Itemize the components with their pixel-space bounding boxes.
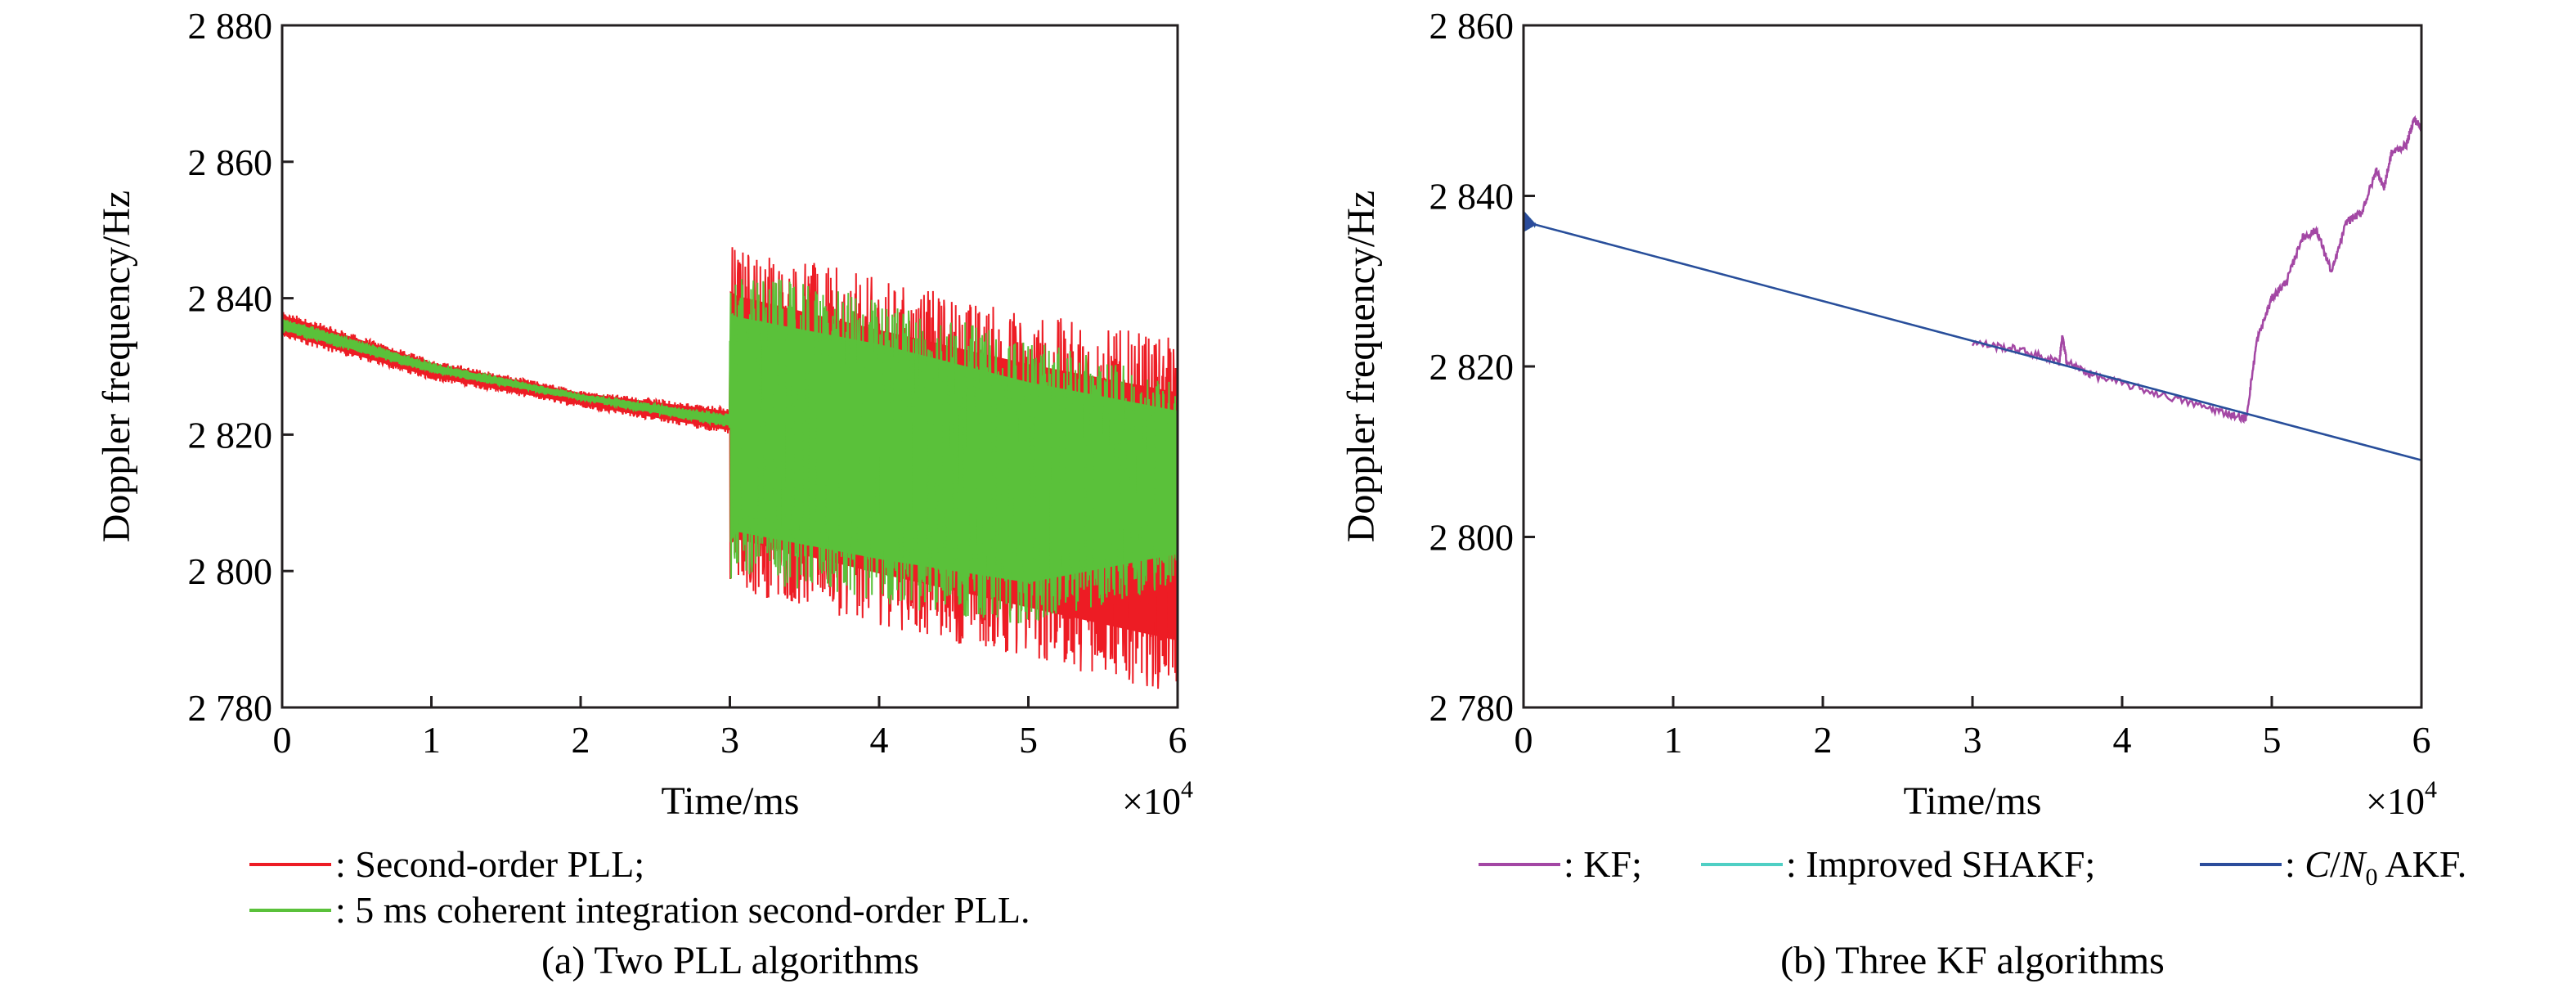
panel-b-ticks: 0 1 2 3 4 5 6 2 780 2 800 2 820 2 840 2 860 [1429, 5, 2431, 761]
panel-b-ytick-label: 2 840 [1429, 176, 1515, 218]
panel-b-xtick-label: 5 [2263, 719, 2282, 761]
panel-a-xtick-label: 6 [1169, 719, 1187, 761]
panel-a-xtick-label: 5 [1019, 719, 1038, 761]
panel-b-series [1524, 115, 2421, 461]
panel-a-chart: 0 1 2 3 4 5 6 2 780 2 800 2 820 2 840 2 860 2 880 Ti… [95, 5, 1193, 982]
panel-b-plot-area [1524, 115, 2421, 461]
panel-a-xlabel: Time/ms [662, 779, 800, 823]
panel-a-caption: (a) Two PLL algorithms [541, 939, 919, 982]
panel-b-ytick-label: 2 820 [1429, 346, 1515, 388]
panel-b-ytick-label: 2 860 [1429, 5, 1515, 47]
panel-a-xtick-label: 3 [720, 719, 739, 761]
legend-a2-label: : 5 ms coherent integration second-order… [335, 889, 1030, 931]
legend-b1-label: : KF; [1564, 843, 1642, 885]
panel-a-ytick-label: 2 880 [188, 5, 273, 47]
series-c-n0-akf [1524, 220, 2421, 461]
panel-b-xtick-label: 3 [1963, 719, 1982, 761]
panel-a-ytick-label: 2 820 [188, 414, 273, 456]
panel-b-xtick-label: 2 [1814, 719, 1833, 761]
legend-a1-label: : Second-order PLL; [335, 843, 644, 885]
panel-a-plot-area [282, 247, 1178, 689]
legend-b3-label: : C/N0 AKF. [2285, 843, 2466, 891]
panel-a-xtick-label: 0 [273, 719, 292, 761]
panel-a-ylabel: Doppler frequency/Hz [95, 191, 138, 542]
panel-b-xtick-label: 4 [2113, 719, 2132, 761]
panel-b-x-multiplier: ×104 [2366, 776, 2437, 822]
legend-b2-label: : Improved SHAKF; [1786, 843, 2095, 885]
panel-a-ytick-label: 2 780 [188, 687, 273, 729]
panel-b-caption: (b) Three KF algorithms [1780, 939, 2165, 982]
series-5-ms-coherent-integration-second-order-pll [282, 279, 1178, 624]
panel-b-ytick-label: 2 780 [1429, 687, 1515, 729]
panel-b-chart: 0 1 2 3 4 5 6 2 780 2 800 2 820 2 840 2 860 Time/ms… [1340, 5, 2466, 982]
panel-a-ytick-label: 2 840 [188, 278, 273, 320]
panel-a-xtick-label: 2 [572, 719, 590, 761]
panel-b-ylabel: Doppler frequency/Hz [1340, 191, 1383, 542]
series-kf [1971, 115, 2421, 424]
panel-b-xtick-label: 0 [1515, 719, 1533, 761]
panel-b-xtick-label: 1 [1664, 719, 1683, 761]
panel-a-ticks: 0 1 2 3 4 5 6 2 780 2 800 2 820 2 840 2 860 2 880 [188, 5, 1187, 761]
panel-b-frame [1522, 24, 2423, 709]
panel-a-xtick-label: 4 [870, 719, 889, 761]
panel-b-xtick-label: 6 [2412, 719, 2431, 761]
panel-a-xtick-label: 1 [422, 719, 441, 761]
panel-b-xlabel: Time/ms [1904, 779, 2042, 823]
panel-a-ytick-label: 2 860 [188, 141, 273, 183]
panel-a-x-multiplier: ×104 [1122, 776, 1193, 822]
panel-a-ytick-label: 2 800 [188, 550, 273, 592]
panel-a-series [282, 247, 1178, 689]
panel-b-ytick-label: 2 800 [1429, 517, 1515, 559]
